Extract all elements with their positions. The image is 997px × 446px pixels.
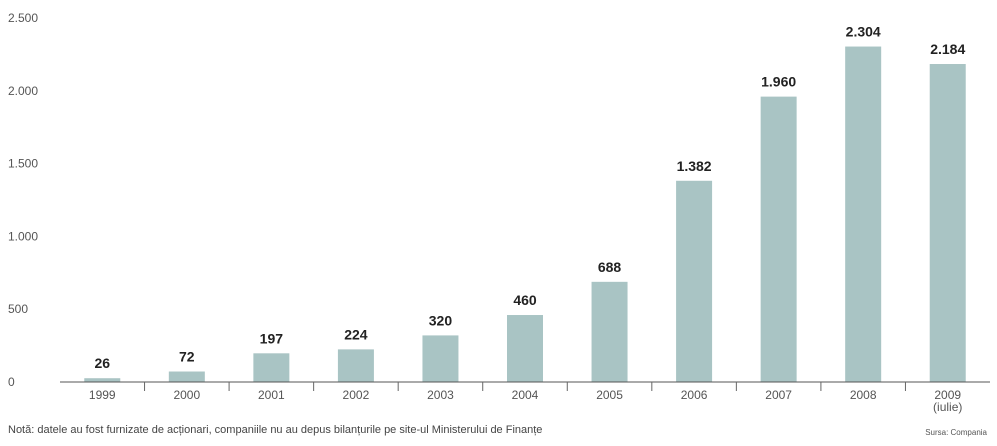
y-axis-ticks: 0 500 1.000 1.500 2.000 2.500: [8, 11, 38, 389]
bar: [760, 96, 797, 383]
footnote: Notă: datele au fost furnizate de acțion…: [8, 424, 543, 436]
y-tick-label: 2.500: [8, 11, 38, 25]
bar: [845, 46, 882, 383]
data-label: 72: [179, 349, 195, 365]
x-tick-label: 2009 (iulie): [933, 388, 962, 414]
bar: [253, 353, 290, 382]
x-tick-label: 2002: [343, 388, 370, 402]
x-tick-label: 1999: [89, 388, 116, 402]
data-label: 1.960: [761, 74, 796, 90]
x-tick-label: 2003: [427, 388, 454, 402]
bars: [84, 46, 966, 383]
x-axis-labels: 1999 2000 2001 2002 2003 2004 2005 2006 2007 2008…: [89, 388, 962, 414]
data-labels: 26 72 197 224 320 460 688 1.382 1.960 2.304 2.184: [94, 24, 965, 372]
data-label: 197: [260, 330, 284, 346]
bar: [507, 315, 543, 382]
y-tick-label: 1.500: [8, 157, 38, 171]
data-label: 2.184: [930, 41, 965, 57]
bar: [929, 64, 966, 383]
x-tick-label: 2006: [681, 388, 708, 402]
x-tick-label: 2007: [765, 388, 792, 402]
bar: [168, 371, 205, 382]
x-tick-label: 2008: [850, 388, 877, 402]
x-axis-tick-marks: [144, 382, 906, 391]
bar: [422, 335, 459, 382]
x-tick-label: 2000: [173, 388, 200, 402]
data-label: 688: [598, 259, 622, 275]
source-credit: Sursa: Compania: [925, 428, 987, 437]
y-tick-label: 2.000: [8, 84, 38, 98]
bar: [591, 281, 628, 382]
x-tick-label: 2004: [512, 388, 539, 402]
x-tick-label: 2005: [596, 388, 623, 402]
data-label: 2.304: [846, 24, 881, 40]
y-tick-label: 1.000: [8, 229, 38, 243]
data-label: 26: [94, 355, 110, 371]
data-label: 460: [513, 292, 537, 308]
data-label: 320: [429, 312, 453, 328]
y-tick-label: 0: [8, 375, 15, 389]
data-label: 224: [344, 326, 368, 342]
bar: [84, 378, 121, 382]
bar: [676, 180, 713, 382]
y-tick-label: 500: [8, 302, 28, 316]
x-tick-label: 2001: [258, 388, 285, 402]
data-label: 1.382: [677, 158, 712, 174]
bar: [337, 349, 374, 382]
